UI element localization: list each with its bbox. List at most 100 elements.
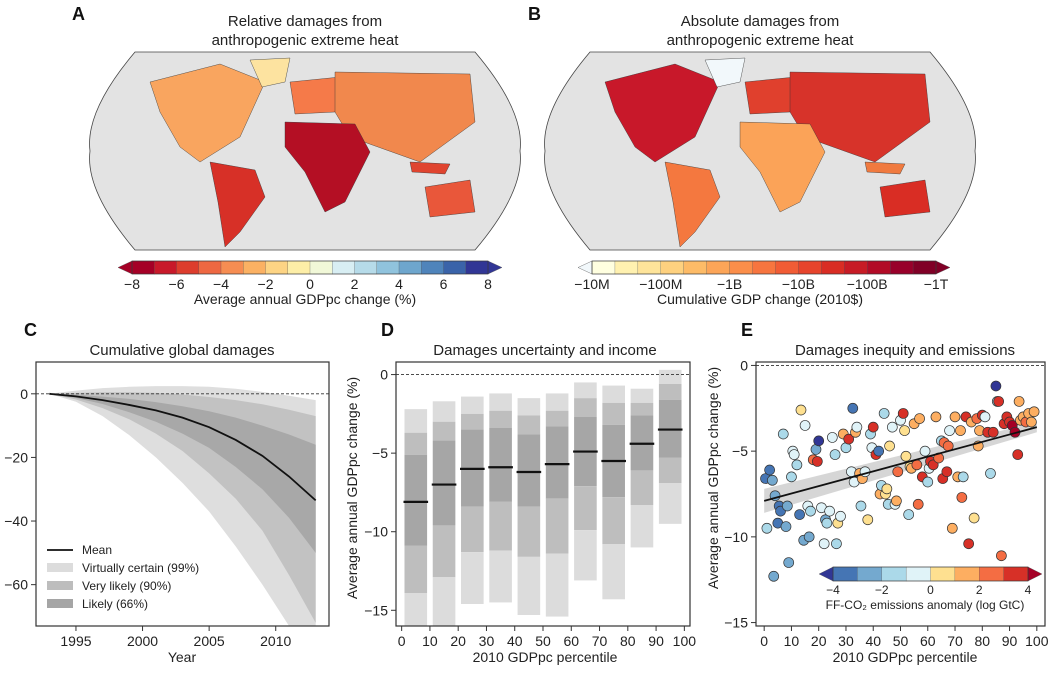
colorbar-b-min-arrow (577, 260, 593, 275)
colorbar-b-tick: −100B (847, 276, 888, 292)
scatter-point (899, 425, 910, 436)
panel-d-ylabel: Average annual GDPpc change (%) (344, 377, 360, 599)
colorbar-b-tick: −10B (782, 276, 815, 292)
colorbar-b-swatch (637, 260, 662, 275)
panel-d-xlabel: 2010 GDPpc percentile (473, 649, 618, 665)
scatter-point (912, 498, 924, 510)
panel-e-xlabel: 2010 GDPpc percentile (833, 649, 978, 665)
map-b-asia (789, 71, 931, 163)
scatter-point (783, 557, 795, 568)
scatter-point (892, 466, 904, 478)
mean-line (49, 392, 317, 502)
colorbar-b-tick: −100M (639, 276, 682, 292)
scatter-point (1026, 416, 1037, 428)
colorbar-a-tick: 2 (351, 276, 359, 292)
colorbar-b-frame (591, 260, 937, 275)
scatter-point (803, 531, 815, 543)
scatter-point (922, 476, 934, 488)
e-xtick-label: 100 (1025, 633, 1048, 649)
d-xtick-label: 20 (450, 633, 466, 649)
panel-a-label: A (72, 4, 85, 24)
map-b-north-america (604, 63, 721, 163)
panel-b-title-line1: Absolute damages from (681, 13, 839, 30)
scatter-point (881, 483, 893, 495)
panel-d-title: Damages uncertainty and income (433, 342, 656, 359)
colorbar-a-swatch (243, 260, 266, 275)
bar-90-lower (461, 506, 484, 553)
map-a-africa (284, 121, 371, 213)
colorbar-e-swatch (1003, 566, 1029, 582)
bar-99-upper (517, 398, 541, 416)
e-xtick-label: 30 (838, 633, 854, 649)
colorbar-a-tick: −4 (213, 276, 229, 292)
scatter-point (764, 464, 775, 476)
bar-99-lower (602, 544, 625, 600)
colorbar-b-tick: −1T (924, 276, 949, 292)
d-xtick-label: 70 (592, 633, 608, 649)
colorbar-b-swatch (912, 260, 937, 275)
colorbar-a-swatch (176, 260, 200, 275)
legend-mean-label: Mean (82, 543, 112, 557)
e-xtick-label: 40 (865, 633, 881, 649)
c-xtick-label: 2000 (127, 633, 158, 649)
colorbar-a-swatch (376, 260, 400, 275)
d-xtick-label: 50 (535, 633, 551, 649)
map-a-indonesia (409, 161, 451, 175)
c-frame (35, 361, 330, 627)
scatter-point (946, 522, 958, 534)
scatter-point (903, 509, 915, 520)
scatter-point (979, 411, 991, 423)
scatter-point (884, 440, 895, 452)
d-xtick-label: 60 (563, 633, 579, 649)
panel-e-label: E (741, 320, 753, 340)
panel-b-label: B (528, 4, 541, 24)
scatter-point (897, 408, 909, 419)
colorbar-e-tick: 4 (1025, 583, 1032, 597)
map-a-south-america (209, 161, 266, 248)
e-xtick-label: 20 (811, 633, 827, 649)
scatter-point (799, 420, 811, 431)
d-xtick-label: 0 (398, 633, 406, 649)
panel-b: B Absolute damages from anthropogenic ex… (528, 4, 976, 307)
e-xtick-label: 80 (975, 633, 991, 649)
scatter-point (788, 449, 800, 460)
colorbar-a-label: Average annual GDPpc change (%) (194, 291, 416, 307)
colorbar-a-swatch (421, 260, 444, 275)
bar-99-lower (630, 505, 654, 548)
bar-90-upper (574, 398, 597, 417)
colorbar-e-label: FF-CO₂ emissions anomaly (log GtC) (826, 598, 1025, 612)
map-a-europe (289, 76, 341, 115)
bar-90-upper (517, 415, 541, 435)
map-absolute-damages (544, 51, 976, 251)
legend-c: Mean Virtually certain (99%) Very likely… (47, 543, 199, 611)
scatter-point (949, 411, 961, 423)
d-xtick-label: 10 (422, 633, 438, 649)
colorbar-a-tick: 6 (440, 276, 448, 292)
legend-99-label: Virtually certain (99%) (82, 561, 199, 575)
scatter-point (985, 468, 996, 479)
scatter-point (914, 413, 925, 424)
colorbar-a-swatch (398, 260, 422, 275)
panel-e-ylabel: Average annual GDPpc change (%) (705, 367, 721, 589)
e-ytick-label: −15 (724, 615, 748, 631)
colorbar-e-swatch (954, 566, 980, 582)
scatter-point (829, 449, 841, 460)
colorbar-b-swatch (591, 260, 616, 275)
bar-90-lower (432, 525, 456, 578)
colorbar-a-swatch (443, 260, 467, 275)
e-xtick-label: 50 (893, 633, 909, 649)
scatter-point (805, 505, 816, 517)
colorbar-b-tick: −10M (574, 276, 609, 292)
map-a-asia (334, 71, 476, 163)
scatter-point (847, 402, 859, 414)
e-xtick-label: 10 (784, 633, 800, 649)
bar-99-lower (489, 550, 512, 603)
colorbar-b-label: Cumulative GDP change (2010$) (657, 291, 863, 307)
scatter-point (878, 408, 890, 419)
panel-c-xlabel: Year (168, 649, 197, 665)
colorbar-e-swatch (857, 566, 883, 582)
d-xtick-label: 80 (620, 633, 636, 649)
scatter-point (956, 492, 968, 503)
scatter-point (867, 421, 879, 433)
